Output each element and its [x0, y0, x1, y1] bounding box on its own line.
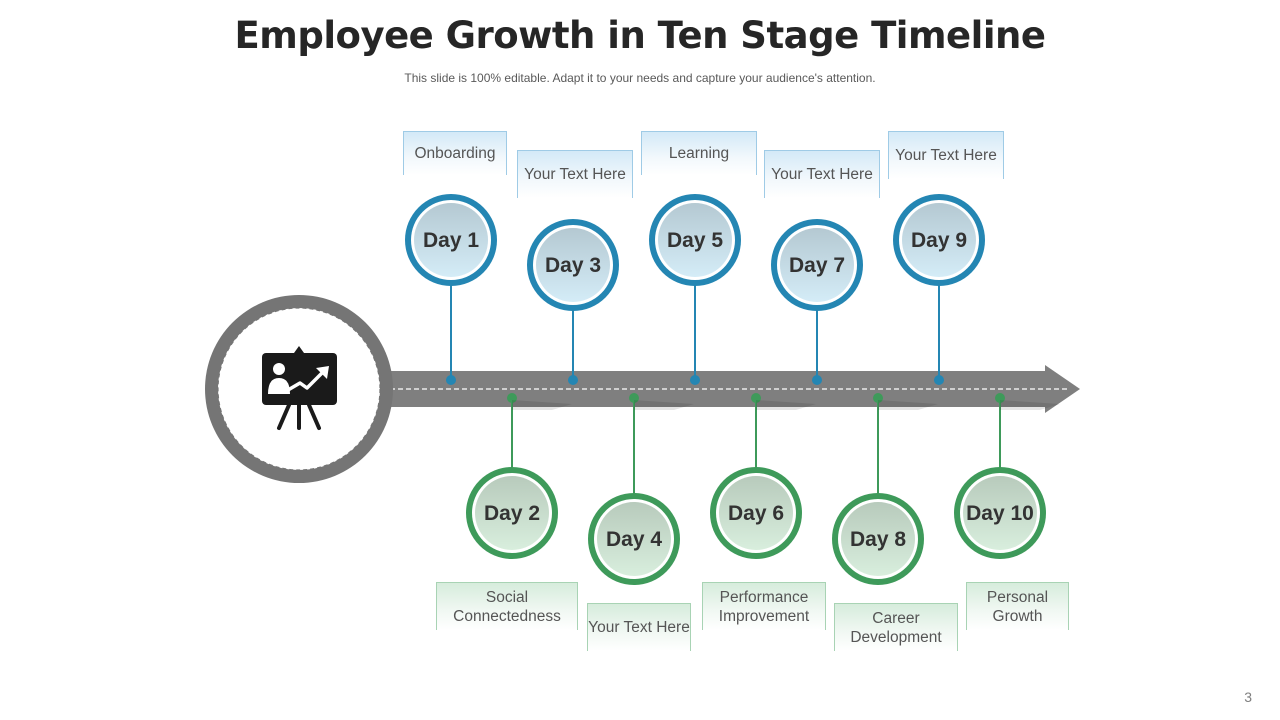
stage-2-label: Social Connectedness	[436, 582, 578, 630]
stage-6-label: Performance Improvement	[702, 582, 826, 630]
stage-4: Day 4	[588, 393, 694, 585]
stage-8-label: Career Development	[834, 603, 958, 651]
stage-7: Day 7	[771, 219, 863, 385]
stage-10: Day 10	[954, 393, 1060, 559]
stage-1-label: Onboarding	[403, 131, 507, 175]
stage-7-label: Your Text Here	[764, 150, 880, 198]
stage-6-day: Day 6	[728, 502, 784, 525]
stage-2-marker	[507, 393, 517, 403]
stage-5-day: Day 5	[667, 229, 723, 252]
stage-6-shadow	[756, 400, 816, 410]
stage-4-label: Your Text Here	[587, 603, 691, 651]
stage-4-shadow	[634, 400, 694, 410]
stage-2-shadow	[512, 400, 572, 410]
stage-7-marker	[812, 375, 822, 385]
stage-9: Day 9	[893, 194, 985, 385]
stage-4-marker	[629, 393, 639, 403]
stage-2: Day 2	[466, 393, 572, 559]
stage-8-marker	[873, 393, 883, 403]
stage-10-shadow	[1000, 400, 1060, 410]
timeline-hub	[205, 295, 393, 483]
stage-3-marker	[568, 375, 578, 385]
stage-1-day: Day 1	[423, 229, 479, 252]
stage-3-day: Day 3	[545, 254, 601, 277]
page-title: Employee Growth in Ten Stage Timeline	[234, 14, 1046, 57]
stage-3-label: Your Text Here	[517, 150, 633, 198]
presentation-growth-icon	[262, 346, 337, 430]
stage-10-label: Personal Growth	[966, 582, 1069, 630]
page-number: 3	[1244, 689, 1252, 705]
stage-9-day: Day 9	[911, 229, 967, 252]
stage-9-marker	[934, 375, 944, 385]
stage-5-label: Learning	[641, 131, 757, 175]
stage-8: Day 8	[832, 393, 938, 585]
stage-5: Day 5	[649, 194, 741, 385]
stage-9-label: Your Text Here	[888, 131, 1004, 179]
stage-8-shadow	[878, 400, 938, 410]
stage-4-day: Day 4	[606, 528, 662, 551]
stage-8-day: Day 8	[850, 528, 906, 551]
stage-10-day: Day 10	[966, 502, 1034, 525]
stage-7-day: Day 7	[789, 254, 845, 277]
stage-1-marker	[446, 375, 456, 385]
timeline-arrow	[385, 365, 1080, 413]
stage-5-marker	[690, 375, 700, 385]
stage-10-marker	[995, 393, 1005, 403]
stage-2-day: Day 2	[484, 502, 540, 525]
stage-6-marker	[751, 393, 761, 403]
page-subtitle: This slide is 100% editable. Adapt it to…	[404, 71, 876, 85]
stage-3: Day 3	[527, 219, 619, 385]
stage-1: Day 1	[405, 194, 497, 385]
stage-6: Day 6	[710, 393, 816, 559]
